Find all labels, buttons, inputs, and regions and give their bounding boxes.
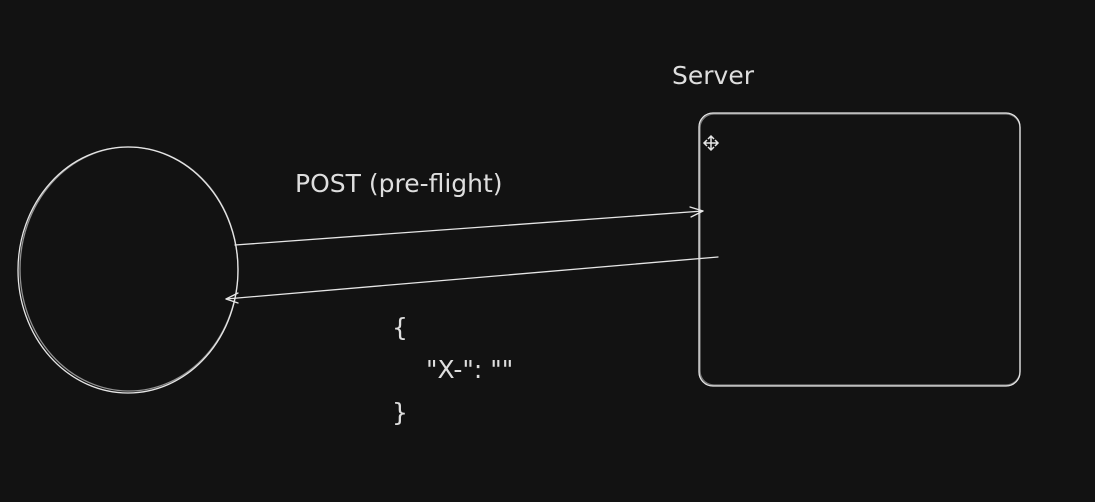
server-label: Server: [672, 61, 755, 90]
payload-line: "X-": "": [426, 355, 513, 384]
server-box-stroke: [699, 113, 1021, 386]
payload-line: {: [392, 313, 408, 342]
request-arrowhead: [689, 206, 704, 218]
request-label: POST (pre-flight): [295, 169, 503, 198]
client-circle-stroke: [19, 146, 239, 392]
request-arrow: [234, 210, 704, 246]
response-arrowhead: [225, 292, 239, 304]
payload-line: }: [392, 398, 408, 427]
response-arrow: [225, 256, 719, 300]
move-cursor: [702, 134, 720, 152]
